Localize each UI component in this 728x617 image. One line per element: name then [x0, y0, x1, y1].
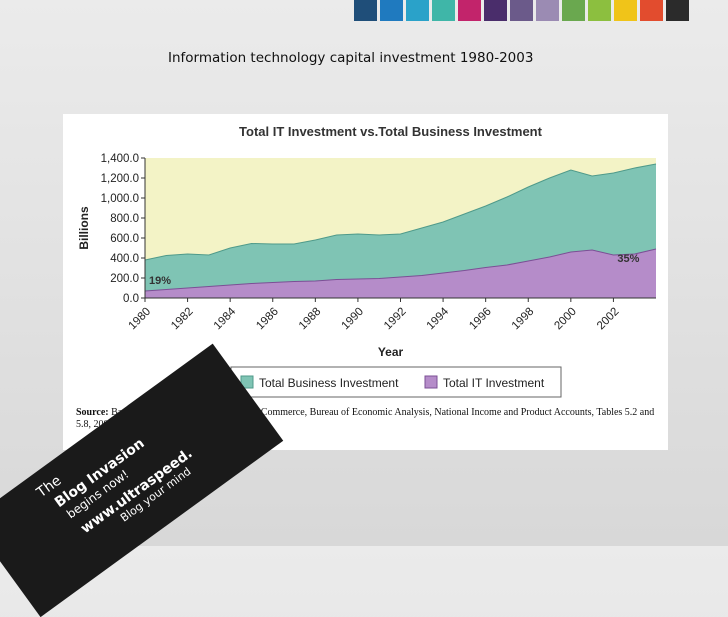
- palette-square: [588, 0, 611, 21]
- it-investment-line: [144, 248, 657, 292]
- x-tick-label: 1994: [425, 305, 452, 332]
- x-tick-label: 1990: [339, 306, 366, 333]
- palette-square: [614, 0, 637, 21]
- y-tick-label: 1,200.0: [101, 173, 139, 185]
- palette-square: [354, 0, 377, 21]
- x-tick-label: 1984: [212, 305, 239, 332]
- x-tick-label: 2002: [595, 306, 622, 333]
- color-strip: [354, 0, 689, 21]
- source-note: Source: Based on data in U.S. Department…: [76, 407, 666, 431]
- y-tick-label: 200.0: [110, 273, 139, 285]
- palette-square: [458, 0, 481, 21]
- percent-annotation: 19%: [149, 275, 171, 287]
- palette-square: [484, 0, 507, 21]
- x-tick-label: 1992: [382, 306, 409, 333]
- palette-square: [562, 0, 585, 21]
- palette-square: [380, 0, 403, 21]
- y-tick-label: 600.0: [110, 233, 139, 245]
- business-investment-line: [144, 163, 657, 261]
- x-tick-label: 1980: [127, 306, 154, 333]
- y-tick-label: 800.0: [110, 213, 139, 225]
- palette-square: [406, 0, 429, 21]
- x-tick-label: 1988: [297, 306, 324, 333]
- x-tick-label: 2000: [552, 306, 579, 333]
- chart-title: Total IT Investment vs.Total Business In…: [239, 124, 543, 139]
- slide-title: Information technology capital investmen…: [168, 50, 534, 66]
- source-label: Source:: [76, 407, 109, 418]
- y-tick-label: 400.0: [110, 253, 139, 265]
- palette-square: [510, 0, 533, 21]
- legend-label-business: Total Business Investment: [259, 376, 399, 390]
- y-tick-label: 0.0: [123, 293, 139, 305]
- x-tick-label: 1982: [169, 306, 196, 333]
- palette-square: [432, 0, 455, 21]
- x-tick-label: 1996: [467, 306, 494, 333]
- y-axis-label: Billions: [77, 206, 91, 250]
- palette-square: [640, 0, 663, 21]
- area-chart: Total IT Investment vs.Total Business In…: [77, 124, 657, 398]
- palette-square: [536, 0, 559, 21]
- x-tick-label: 1998: [510, 306, 537, 333]
- x-tick-label: 1986: [254, 306, 281, 333]
- percent-annotation: 35%: [617, 253, 639, 265]
- x-axis-label: Year: [378, 345, 404, 359]
- palette-square: [666, 0, 689, 21]
- legend-label-it: Total IT Investment: [443, 376, 545, 390]
- legend-swatch-it: [424, 375, 438, 389]
- source-text: Based on data in U.S. Department of Comm…: [76, 407, 655, 430]
- y-tick-label: 1,400.0: [101, 153, 139, 165]
- y-tick-label: 1,000.0: [101, 193, 139, 205]
